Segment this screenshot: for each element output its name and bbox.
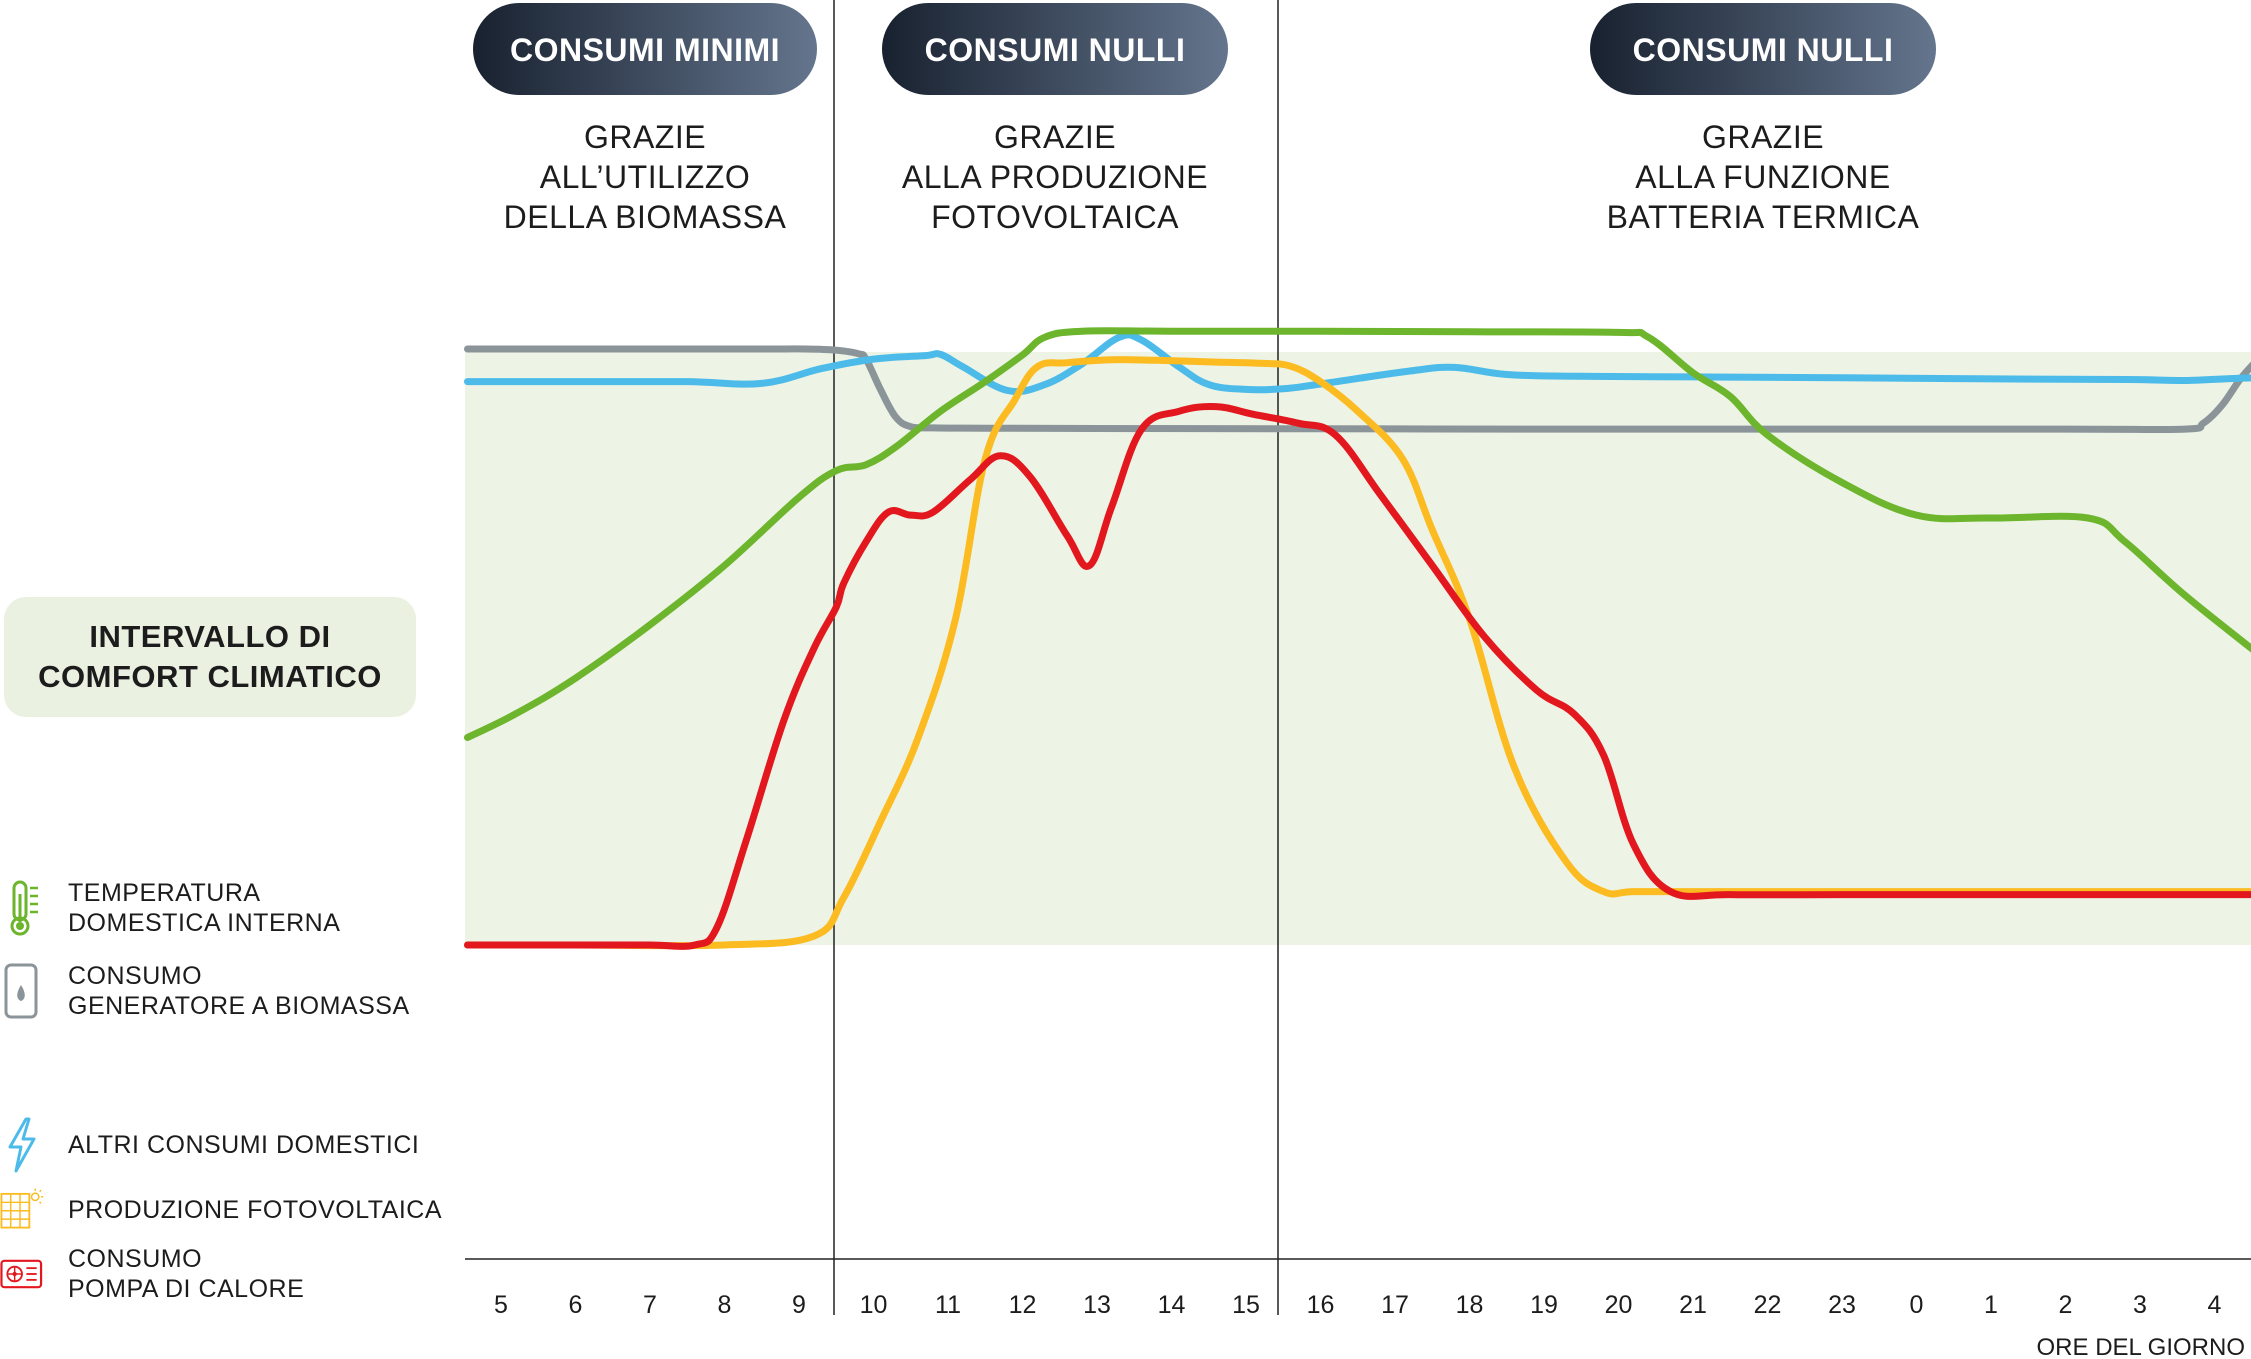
phase-caption-line: ALLA PRODUZIONE — [902, 159, 1208, 195]
x-tick-label: 14 — [1158, 1291, 1186, 1319]
phase-badge-label: CONSUMI NULLI — [1633, 32, 1894, 68]
phase-caption-line: BATTERIA TERMICA — [1607, 199, 1920, 235]
phase-badge — [1590, 3, 1936, 95]
legend-label-other-consumption: ALTRI CONSUMI DOMESTICI — [68, 1131, 420, 1159]
legend-item-temperature: TEMPERATURA DOMESTICA INTERNA — [0, 878, 460, 938]
x-tick-label: 7 — [643, 1291, 657, 1319]
x-tick-label: 18 — [1456, 1291, 1484, 1319]
phase-caption-line: GRAZIE — [584, 119, 706, 155]
series-line-heat-pump — [464, 402, 2251, 950]
thermometer-icon — [0, 878, 44, 938]
x-tick-label: 10 — [860, 1291, 888, 1319]
x-tick-label: 9 — [792, 1291, 806, 1319]
phase-caption-line: ALL’UTILIZZO — [540, 159, 751, 195]
x-tick-label: 17 — [1381, 1291, 1409, 1319]
series-line-biomass — [464, 345, 2251, 434]
legend-item-other-consumption: ALTRI CONSUMI DOMESTICI — [0, 1115, 460, 1175]
x-tick-label: 5 — [494, 1291, 508, 1319]
legend-item-solar: PRODUZIONE FOTOVOLTAICA — [0, 1180, 460, 1240]
biomass-generator-icon — [0, 961, 44, 1021]
phase-caption-line: FOTOVOLTAICA — [931, 199, 1179, 235]
series-line-temperature — [464, 327, 2251, 741]
lightning-icon — [0, 1115, 44, 1175]
x-tick-label: 0 — [1910, 1291, 1924, 1319]
x-tick-label: 15 — [1232, 1291, 1260, 1319]
x-tick-label: 16 — [1307, 1291, 1335, 1319]
legend-item-biomass: CONSUMO GENERATORE A BIOMASSA — [0, 961, 460, 1021]
x-tick-label: 4 — [2208, 1291, 2222, 1319]
x-tick-label: 19 — [1530, 1291, 1558, 1319]
x-tick-label: 1 — [1984, 1291, 1998, 1319]
phase-badge-label: CONSUMI NULLI — [925, 32, 1186, 68]
series-line-other-consumption — [464, 331, 2251, 396]
solar-panel-icon — [0, 1180, 44, 1240]
phase-badge — [473, 3, 817, 95]
x-tick-label: 8 — [718, 1291, 732, 1319]
x-tick-label: 20 — [1605, 1291, 1633, 1319]
phase-3: CONSUMI NULLI GRAZIE ALLA FUNZIONE BATTERIA… — [1590, 3, 1936, 235]
legend-item-heat-pump: CONSUMO POMPA DI CALORE — [0, 1244, 460, 1304]
legend-label-temperature: TEMPERATURA DOMESTICA INTERNA — [68, 879, 341, 937]
x-tick-label: 23 — [1828, 1291, 1856, 1319]
legend-label-solar: PRODUZIONE FOTOVOLTAICA — [68, 1196, 443, 1224]
x-tick-label: 2 — [2059, 1291, 2073, 1319]
x-axis-title: ORE DEL GIORNO — [2037, 1334, 2245, 1359]
phase-badge-label: CONSUMI MINIMI — [510, 32, 780, 68]
comfort-band-label: INTERVALLO DI COMFORT CLIMATICO — [38, 619, 382, 694]
x-tick-label: 22 — [1754, 1291, 1782, 1319]
phase-caption-line: GRAZIE — [994, 119, 1116, 155]
x-tick-label: 11 — [935, 1291, 961, 1319]
x-tick-label: 6 — [569, 1291, 583, 1319]
phase-1: CONSUMI MINIMI GRAZIE ALL’UTILIZZO DELLA BI… — [473, 3, 817, 235]
legend-label-biomass: CONSUMO GENERATORE A BIOMASSA — [68, 962, 410, 1020]
phase-2: CONSUMI NULLI GRAZIE ALLA PRODUZIONE FOTOVO… — [882, 3, 1228, 235]
heat-pump-icon — [0, 1244, 44, 1304]
comfort-band — [465, 352, 2251, 945]
phase-caption-line: ALLA FUNZIONE — [1635, 159, 1890, 195]
phase-caption-line: GRAZIE — [1702, 119, 1824, 155]
x-tick-label: 3 — [2133, 1291, 2147, 1319]
phase-badge — [882, 3, 1228, 95]
x-tick-label: 21 — [1679, 1291, 1707, 1319]
comfort-band-label-box: INTERVALLO DI COMFORT CLIMATICO — [4, 597, 416, 717]
legend: TEMPERATURA DOMESTICA INTERNA CONSUMO GE… — [0, 0, 460, 1359]
phase-caption-line: DELLA BIOMASSA — [504, 199, 787, 235]
x-tick-label: 12 — [1009, 1291, 1037, 1319]
legend-label-heat-pump: CONSUMO POMPA DI CALORE — [68, 1245, 305, 1303]
x-tick-label: 13 — [1083, 1291, 1111, 1319]
